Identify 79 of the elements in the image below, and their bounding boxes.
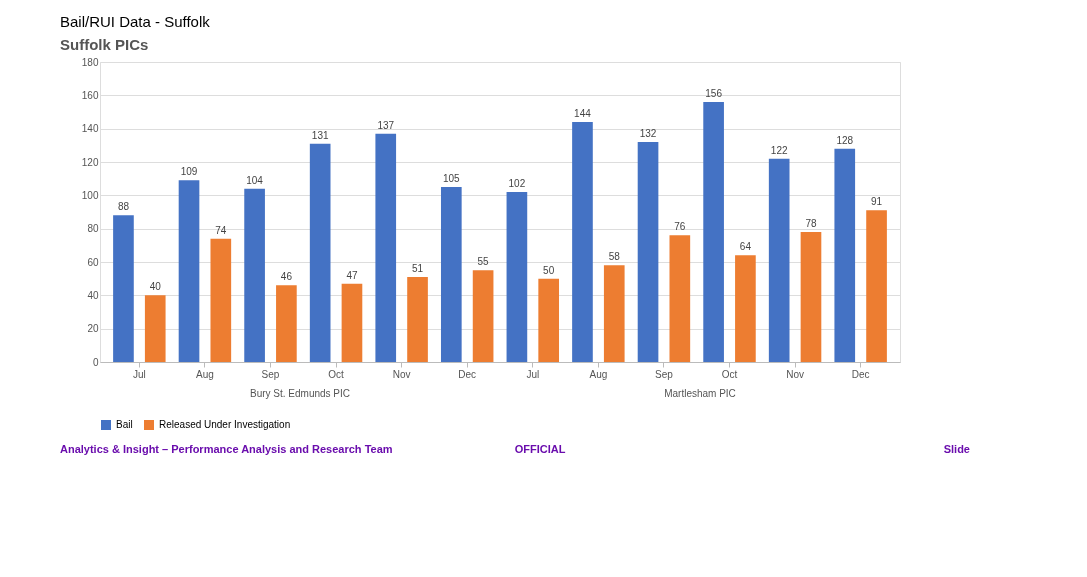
text: Bury St. Edmunds PIC bbox=[249, 388, 351, 399]
bar bbox=[800, 232, 822, 362]
bar bbox=[538, 278, 560, 362]
data-label: 47 bbox=[346, 269, 358, 281]
x-tick-label: Jul bbox=[526, 368, 540, 380]
bar bbox=[834, 148, 856, 362]
bar bbox=[768, 158, 790, 362]
bar bbox=[669, 235, 691, 362]
chart-subtitle: Suffolk PICs bbox=[60, 36, 149, 53]
y-tick-label: 100 bbox=[81, 189, 99, 201]
data-label: 109 bbox=[180, 166, 198, 178]
y-tick-label: 60 bbox=[87, 256, 99, 268]
data-label: 74 bbox=[215, 224, 227, 236]
data-label: 144 bbox=[574, 108, 592, 119]
bar bbox=[572, 122, 593, 362]
bar bbox=[113, 215, 134, 362]
bar bbox=[244, 188, 265, 362]
bar bbox=[210, 238, 232, 362]
bar bbox=[178, 180, 200, 362]
data-label: 51 bbox=[411, 263, 424, 274]
y-tick-label: 120 bbox=[81, 156, 99, 168]
bar bbox=[472, 270, 494, 362]
data-label: 128 bbox=[836, 134, 854, 146]
data-label: 40 bbox=[149, 281, 162, 293]
data-label: 55 bbox=[477, 256, 490, 268]
data-label: 156 bbox=[705, 88, 723, 99]
chart-title: Bail/RUI Data - Suffolk bbox=[60, 13, 211, 30]
x-tick-label: Oct bbox=[328, 368, 345, 380]
data-label: 91 bbox=[870, 196, 883, 208]
x-tick-label: Aug bbox=[196, 368, 214, 380]
x-tick-label: Sep bbox=[655, 368, 674, 380]
x-tick-label: Dec bbox=[458, 368, 477, 380]
data-label: 88 bbox=[117, 201, 130, 213]
y-tick-label: 20 bbox=[87, 323, 99, 335]
data-label: 137 bbox=[377, 119, 395, 131]
text: Slide bbox=[943, 443, 970, 455]
x-tick-label: Aug bbox=[589, 368, 608, 380]
bar bbox=[440, 187, 462, 362]
text: OFFICIAL bbox=[514, 443, 566, 455]
bar bbox=[637, 142, 659, 362]
bar bbox=[144, 295, 166, 362]
data-label: 105 bbox=[442, 173, 461, 184]
y-tick-label: 80 bbox=[87, 223, 99, 235]
data-label: 64 bbox=[739, 241, 752, 253]
data-label: 131 bbox=[311, 129, 329, 141]
bar bbox=[506, 192, 528, 362]
bar bbox=[341, 283, 363, 362]
bar bbox=[703, 102, 724, 362]
bar bbox=[407, 277, 428, 362]
bar bbox=[375, 133, 397, 362]
data-label: 58 bbox=[608, 251, 621, 263]
x-tick-label: Oct bbox=[721, 368, 738, 380]
data-label: 122 bbox=[770, 144, 788, 156]
data-label: 46 bbox=[280, 271, 293, 283]
text: Analytics & Insight – Performance Analysis and Research Team bbox=[60, 443, 393, 455]
bar bbox=[276, 285, 297, 362]
bar bbox=[735, 255, 756, 362]
data-label: 104 bbox=[246, 174, 264, 186]
data-label: 76 bbox=[674, 221, 686, 233]
y-tick-label: 40 bbox=[87, 289, 99, 301]
y-tick-label: 160 bbox=[81, 89, 99, 101]
x-tick-label: Jul bbox=[132, 368, 146, 380]
data-label: 50 bbox=[543, 264, 555, 276]
legend-label: Released Under Investigation bbox=[159, 419, 291, 430]
bar bbox=[603, 265, 625, 362]
data-label: 132 bbox=[639, 128, 657, 139]
x-tick-label: Dec bbox=[851, 368, 870, 380]
text: Martlesham PIC bbox=[664, 388, 736, 399]
y-tick-label: 180 bbox=[81, 56, 99, 68]
legend-label: Bail bbox=[116, 419, 133, 430]
bar bbox=[866, 210, 887, 362]
x-tick-label: Nov bbox=[786, 368, 804, 380]
data-label: 78 bbox=[805, 218, 817, 229]
bar bbox=[309, 143, 331, 362]
x-tick-label: Sep bbox=[261, 368, 280, 380]
x-tick-label: Nov bbox=[392, 368, 411, 380]
y-tick-label: 140 bbox=[81, 123, 99, 135]
y-tick-label: 0 bbox=[92, 356, 99, 368]
data-label: 102 bbox=[508, 178, 526, 189]
